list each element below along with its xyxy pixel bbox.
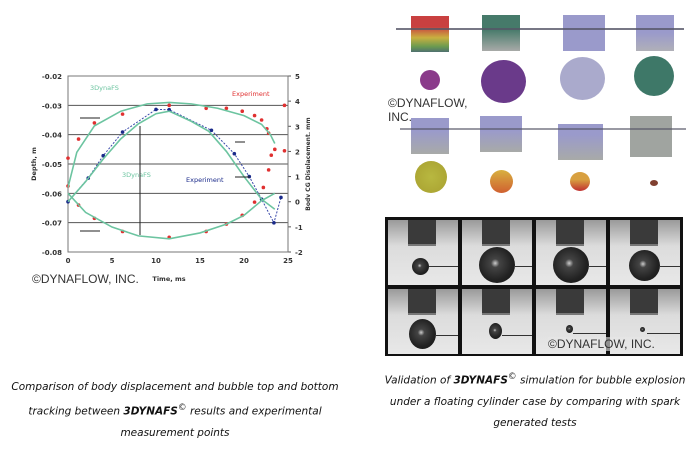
plot-frame [67, 75, 289, 253]
sim-bubble-6 [490, 170, 513, 193]
y-tick-label: -0.06 [42, 190, 62, 198]
sim-bubble-5 [415, 161, 447, 193]
simulation-line [67, 110, 276, 210]
depth-displacement-chart: -0.02 -0.03 -0.04 -0.05 -0.06 -0.07 -0.08 5 4 3 2 1… [30, 73, 310, 283]
sim-bubble-4 [634, 56, 674, 96]
photo-watermark: ©DYNAFLOW, INC. [548, 337, 655, 351]
sim-frame-5 [411, 118, 449, 154]
experiment-line [67, 108, 282, 225]
sim-bubble-8 [650, 180, 658, 186]
experiment-point [224, 106, 229, 111]
sim-bubble-7 [570, 172, 590, 191]
experiment-point [259, 118, 264, 122]
y2-tick-label: 5 [295, 73, 300, 81]
y-tick-label: -0.02 [42, 73, 62, 81]
experiment-point [92, 121, 97, 125]
sim-frame-7 [558, 124, 603, 160]
experiment-point [240, 109, 245, 113]
x-tick-label: 10 [151, 257, 161, 265]
experiment-point [282, 149, 287, 153]
simulation-line [67, 192, 276, 240]
chart-watermark: ©DYNAFLOW, INC. [32, 272, 139, 286]
y2-tick-label: -1 [295, 224, 303, 232]
experiment-point [101, 153, 105, 158]
y2-tick-label: 3 [295, 123, 300, 131]
sim-frame-1 [411, 16, 449, 52]
y-axis-label: Depth, m [30, 147, 38, 181]
x-tick-label: 0 [66, 257, 71, 265]
sim-bubble-2 [481, 60, 526, 103]
experiment-point [266, 168, 271, 172]
experiment-point [279, 195, 283, 200]
sim-frame-3 [563, 15, 605, 51]
x-tick-label: 20 [239, 257, 249, 265]
annotation-3dynafs-top: 3DynaFS [90, 84, 119, 92]
y-tick-label: -0.08 [42, 249, 62, 257]
y2-tick-label: 0 [295, 199, 300, 207]
y2-tick-label: -2 [295, 249, 303, 257]
y2-axis-label: Body CG Displacement, mm [305, 117, 310, 210]
x-tick-label: 25 [283, 257, 293, 265]
sim-frame-2 [482, 15, 520, 51]
spark-test-photos [385, 217, 683, 356]
x-tick-label: 5 [110, 257, 115, 265]
x-tick-label: 15 [195, 257, 205, 265]
sim-frame-8 [630, 116, 672, 157]
sim-bubble-1 [420, 70, 440, 90]
y2-tick-label: 4 [295, 98, 300, 106]
right-caption: Validation of 3DYNAFS© simulation for bu… [384, 372, 686, 429]
sim-bubble-3 [560, 57, 605, 100]
y2-tick-label: 2 [295, 148, 300, 156]
y-tick-label: -0.04 [42, 132, 62, 140]
experiment-point [209, 128, 214, 133]
experiment-point [120, 112, 125, 116]
experiment-point [232, 151, 237, 156]
experiment-point [252, 113, 257, 118]
annotation-experiment-mid: Experiment [186, 176, 224, 184]
experiment-point [66, 156, 70, 160]
sim-frame-6 [480, 116, 522, 152]
experiment-point [76, 137, 81, 141]
y2-tick-label: 1 [295, 174, 300, 182]
experiment-point [269, 153, 274, 157]
y-tick-label: -0.03 [42, 102, 62, 110]
annotation-3dynafs-mid: 3DynaFS [122, 171, 151, 179]
experiment-point [204, 106, 208, 111]
sim-frame-4 [636, 15, 674, 51]
sim-watermark: ©DYNAFLOW, INC. [388, 96, 468, 124]
experiment-point [167, 103, 171, 108]
experiment-point [273, 147, 277, 152]
annotation-experiment-top: Experiment [232, 90, 270, 98]
experiment-point [252, 200, 257, 204]
experiment-point [154, 107, 158, 112]
experiment-point [282, 103, 287, 108]
x-axis-label: Time, ms [152, 275, 185, 283]
experiment-point [261, 185, 266, 190]
y-tick-label: -0.05 [42, 161, 62, 169]
left-caption: Comparison of body displacement and bubb… [11, 381, 339, 439]
experiment-point [272, 221, 276, 225]
simulation-line [67, 101, 276, 188]
y-tick-label: -0.07 [42, 220, 62, 228]
experiment-point [120, 130, 125, 134]
